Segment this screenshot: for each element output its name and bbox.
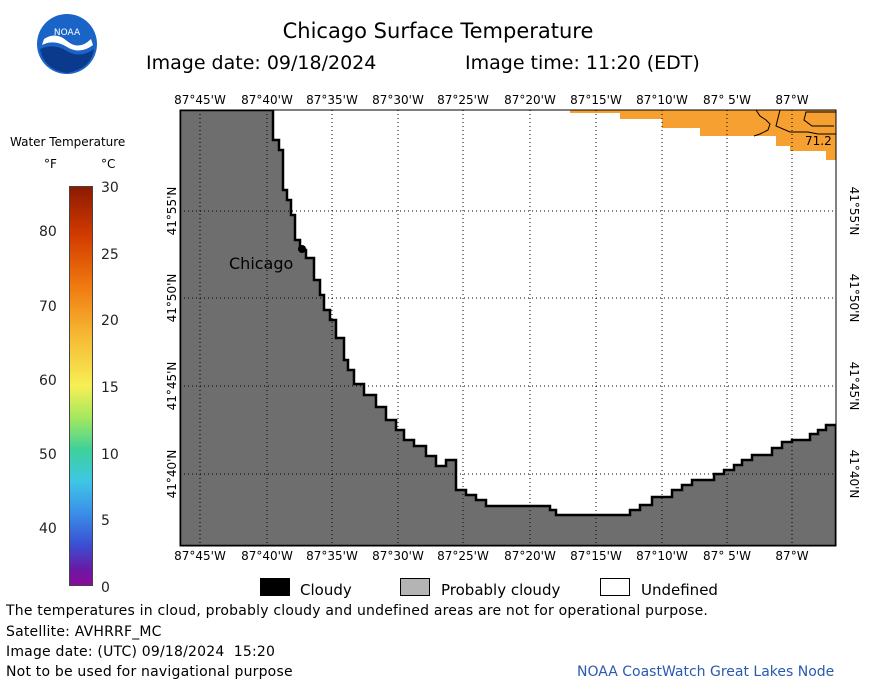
image-time: Image time: 11:20 (EDT) [465,52,700,74]
latitude-label: 41°45'N [165,362,179,411]
latitude-label: 41°40'N [847,450,861,499]
logo-text: NOAA [54,28,81,38]
scale-heading: Water Temperature [10,135,126,149]
land-area [180,110,836,546]
credit-text: NOAA CoastWatch Great Lakes Node [577,664,835,680]
celsius-tick-label: 20 [101,313,119,330]
latitude-label: 41°50'N [847,274,861,323]
longitude-label: 87°25'W [437,549,489,563]
latitude-labels-right: 41°55'N 41°50'N 41°45'N 41°40'N [847,187,861,499]
latitude-label: 41°40'N [165,450,179,499]
latitude-label: 41°55'N [165,187,179,236]
celsius-tick-label: 10 [101,446,119,463]
longitude-labels-top: 87°45'W 87°40'W 87°35'W 87°30'W 87°25'W 87°20… [174,93,809,107]
latitude-label: 41°50'N [165,274,179,323]
legend-undefined-swatch [600,578,630,596]
latitude-label: 41°55'N [847,187,861,236]
longitude-label: 87°W [775,93,808,107]
temperature-contour [803,111,836,127]
longitude-label: 87°35'W [306,549,358,563]
longitude-label: 87°10'W [636,93,688,107]
longitude-label: 87°30'W [372,549,424,563]
latitude-label: 41°45'N [847,362,861,411]
longitude-label: 87°15'W [570,93,622,107]
temperature-annotation: 71.2 [805,134,832,148]
longitude-label: 87°40'W [241,93,293,107]
celsius-tick-label: 15 [101,380,119,396]
disclaimer-text: The temperatures in cloud, probably clou… [6,603,709,619]
longitude-label: 87°45'W [174,93,226,107]
legend-probably-cloudy-swatch [400,578,430,596]
fahrenheit-tick-label: 40 [39,520,57,537]
warm-water-area [570,110,836,160]
longitude-label: 87°20'W [504,549,556,563]
fahrenheit-tick-label: 60 [39,372,57,389]
fahrenheit-tick-label: 70 [39,298,57,315]
celsius-tick-label: 0 [101,580,110,596]
map-frame [179,109,837,547]
scale-unit-c: °C [101,157,116,171]
longitude-label: 87° 5'W [703,549,751,563]
noaa-logo: NOAA [37,14,97,74]
fahrenheit-tick-label: 50 [39,446,57,463]
celsius-tick-label: 25 [101,246,119,263]
longitude-labels-bottom: 87°45'W 87°40'W 87°35'W 87°30'W 87°25'W 87°20… [174,549,809,563]
longitude-label: 87°45'W [174,549,226,563]
navigation-warning: Not to be used for navigational purpose [6,664,293,680]
longitude-label: 87°10'W [636,549,688,563]
longitude-label: 87° 5'W [703,93,751,107]
scale-unit-f: °F [44,157,57,171]
longitude-label: 87°25'W [437,93,489,107]
satellite-text: Satellite: AVHRRF_MC [6,624,162,640]
utc-date-text: Image date: (UTC) 09/18/2024 15:20 [6,644,276,660]
temperature-contour [775,110,836,135]
legend-probably-cloudy-label: Probably cloudy [441,581,561,599]
latitude-labels-left: 41°55'N 41°50'N 41°45'N 41°40'N [165,187,179,499]
temperature-contour [753,110,771,137]
legend-undefined-label: Undefined [641,581,718,599]
longitude-label: 87°15'W [570,549,622,563]
fahrenheit-tick-label: 80 [39,224,57,241]
image-date: Image date: 09/18/2024 [146,52,377,74]
longitude-label: 87°W [775,549,808,563]
legend-cloudy-swatch [260,578,290,596]
chicago-label: Chicago [229,254,293,273]
chicago-marker [298,245,306,253]
color-scale-bar [69,186,93,586]
celsius-tick-label: 30 [101,180,119,196]
legend-cloudy-label: Cloudy [300,581,352,599]
celsius-tick-label: 5 [101,513,110,530]
page-title: Chicago Surface Temperature [282,19,594,43]
lat-lon-grid [180,110,836,546]
longitude-label: 87°40'W [241,549,293,563]
longitude-label: 87°20'W [504,93,556,107]
longitude-label: 87°30'W [372,93,424,107]
longitude-label: 87°35'W [306,93,358,107]
